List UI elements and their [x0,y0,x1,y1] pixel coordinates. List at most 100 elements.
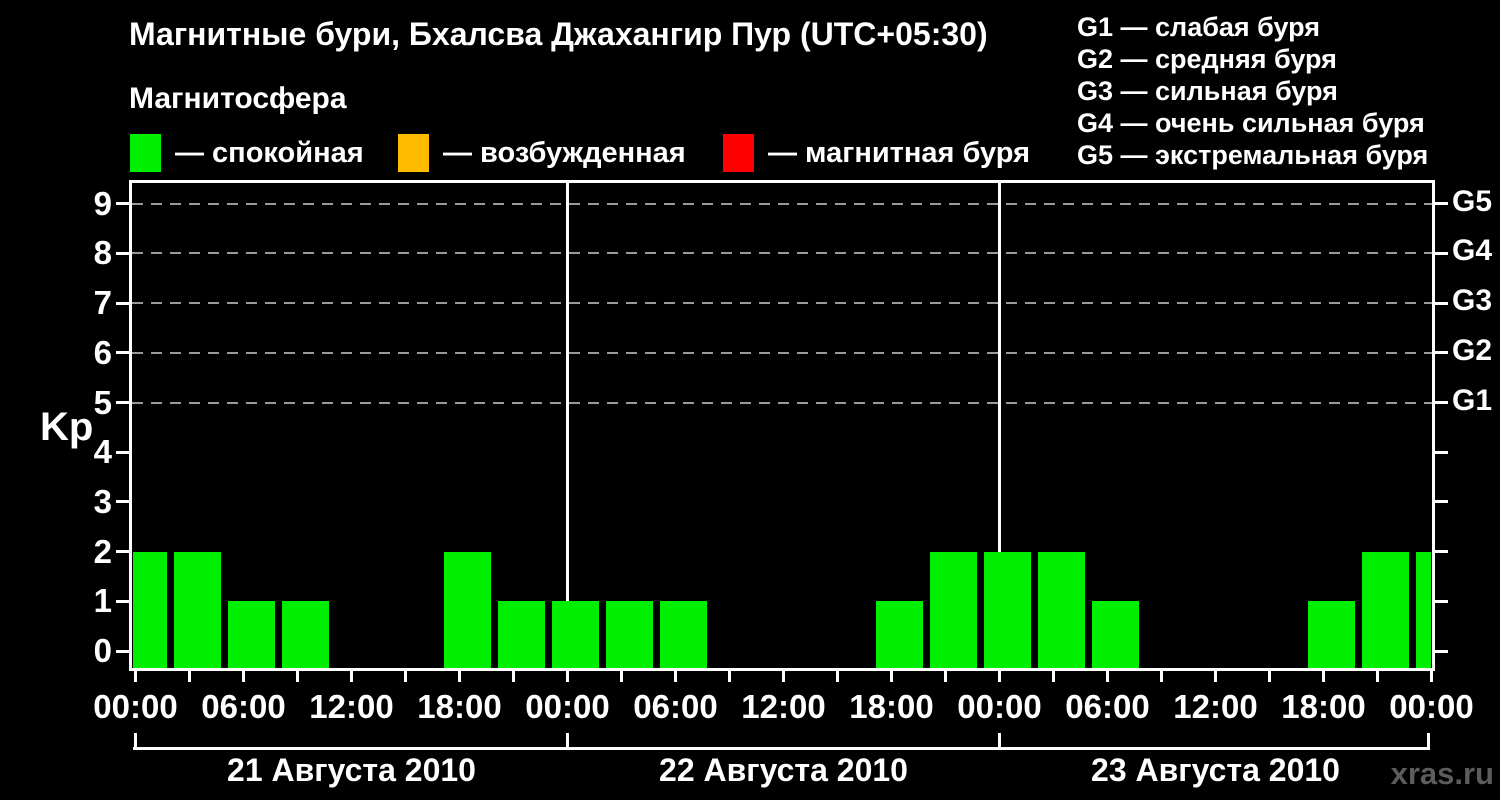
storm-color-swatch [723,134,754,172]
kp-bar [1092,601,1139,668]
x-axis-tick [674,669,677,682]
kp-bar [174,551,221,668]
x-axis-label: 00:00 [93,688,178,725]
g-scale-line-4: G4 — очень сильная буря [1077,108,1425,138]
gridline-kp-9 [131,202,1432,205]
y-axis-label: 1 [93,582,112,620]
kp-axis-title: Kp [40,405,94,449]
kp-bar [1308,601,1355,668]
g-scale-line-1: G1 — слабая буря [1077,12,1321,42]
y-axis-tick-left [115,550,129,554]
x-axis-tick [1376,669,1379,682]
x-axis-tick [458,669,461,682]
x-axis-tick [728,669,731,682]
plot-border [128,180,1435,671]
quiet-color-swatch [130,134,161,172]
storm-label: — магнитная буря [768,136,1031,169]
kp-bar [1038,551,1085,668]
y-axis-label: 4 [93,433,112,471]
y-axis-tick-right [1434,500,1448,504]
y-axis-label: 8 [93,234,112,272]
page-title: Магнитные бури, Бхалсва Джахангир Пур (U… [129,16,988,52]
x-axis-label: 00:00 [957,688,1042,725]
y-axis-label: 5 [93,383,112,421]
date-bracket-tick [1427,733,1430,750]
date-label: 21 Августа 2010 [227,752,476,788]
kp-bar [282,601,329,668]
x-axis-tick [998,669,1001,682]
x-axis-tick [188,669,191,682]
g-scale-axis-label-G1: G1 [1452,383,1493,417]
x-axis-tick [836,669,839,682]
y-axis-tick-right [1434,599,1448,603]
legend-item-excited: — возбужденная [398,133,686,173]
x-axis-tick [512,669,515,682]
x-axis-label: 12:00 [741,688,826,725]
x-axis-tick [1214,669,1217,682]
g-scale-line-2: G2 — средняя буря [1077,44,1337,74]
x-axis-tick [566,669,569,682]
x-axis-tick [890,669,893,682]
g-scale-line-3: G3 — сильная буря [1077,76,1338,106]
date-bracket-tick [998,733,1001,750]
kp-bar [133,551,167,668]
y-axis-tick-right [1434,401,1448,404]
g-scale-axis-label-G4: G4 [1452,234,1493,268]
y-axis-label: 6 [93,333,112,371]
kp-bar [660,601,707,668]
y-axis-tick-right [1434,351,1448,355]
g-scale-axis-label-G2: G2 [1452,333,1493,367]
page-subtitle: Магнитосфера [129,82,347,115]
x-axis-tick [350,669,353,682]
y-axis-label: 3 [93,482,112,520]
y-axis-tick-left [115,351,129,355]
date-label: 22 Августа 2010 [659,752,908,788]
x-axis-label: 12:00 [309,688,394,725]
x-axis-label: 12:00 [1173,688,1258,725]
kp-bar [228,601,275,668]
kp-bar [1416,551,1431,668]
kp-bar [984,551,1031,668]
x-axis-label: 18:00 [1281,688,1366,725]
day-boundary-line [998,183,1001,668]
y-axis-label: 0 [93,632,112,669]
y-axis-tick-left [115,401,129,404]
x-axis-label: 06:00 [1065,688,1150,725]
y-axis-label: 9 [93,184,112,222]
day-boundary-line [566,183,569,668]
x-axis-tick [134,669,137,682]
y-axis-tick-right [1434,550,1448,554]
x-axis-tick [1322,669,1325,682]
x-axis-tick [1106,669,1109,682]
y-axis-tick-right [1434,450,1448,454]
y-axis-label: 2 [93,532,112,570]
kp-bar [876,601,923,668]
kp-bar [930,551,977,668]
date-bracket-tick [566,733,569,750]
y-axis-tick-left [115,202,129,206]
y-axis-tick-left [115,251,129,255]
x-axis-tick [1268,669,1271,682]
y-axis-tick-right [1434,649,1448,653]
y-axis-tick-left [115,301,129,305]
y-axis-label: 7 [93,284,112,322]
y-axis-tick-left [115,500,129,504]
y-axis-tick-left [115,450,129,454]
y-axis-tick-left [115,599,129,603]
x-axis-tick [944,669,947,682]
kp-bar [1362,551,1409,668]
excited-color-swatch [398,134,429,172]
x-axis-tick [404,669,407,682]
kp-bar [552,601,599,668]
gridline-kp-6 [131,351,1432,354]
date-bracket-line [133,747,1430,750]
legend-item-quiet: — спокойная [130,133,364,173]
quiet-label: — спокойная [175,136,364,169]
y-axis-tick-right [1434,251,1448,255]
gridline-kp-7 [131,302,1432,305]
watermark-xras: xras.ru [1390,756,1494,791]
x-axis-label: 06:00 [201,688,286,725]
y-axis-tick-right [1434,202,1448,206]
